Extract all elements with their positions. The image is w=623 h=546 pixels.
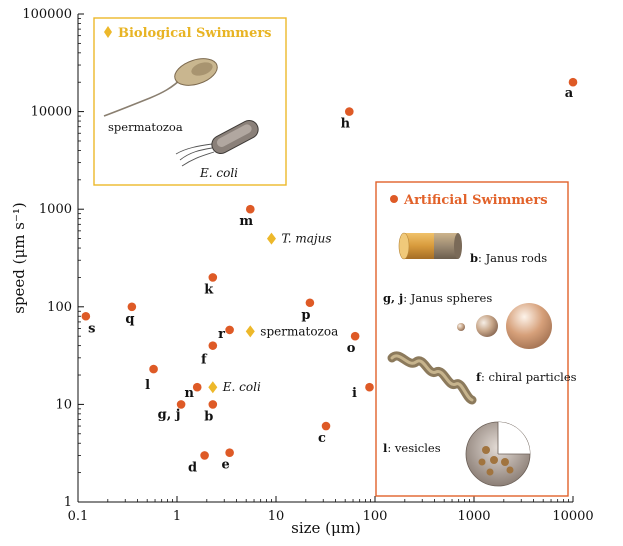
legend-art-item-f: f: chiral particles [476,370,577,384]
x-tick-label: 10 [268,509,285,524]
point-n [192,382,202,392]
point-label-o: o [347,341,356,356]
y-tick-label: 100000 [22,7,72,22]
point-g-j [176,400,186,409]
legend-bio-diamond [104,26,112,38]
point-c [321,421,331,431]
point-q [127,302,137,312]
x-tick-label: 100 [363,509,388,524]
point-b [208,400,218,409]
legend-art-circle [390,195,398,203]
y-tick-label: 100 [47,300,72,315]
y-tick-label: 10 [55,397,72,412]
point-m [245,204,255,214]
point-s [81,311,91,321]
point-label-i: i [352,386,357,401]
point-label-m: m [239,214,253,229]
x-tick-label: 10000 [552,509,593,524]
point-e [225,448,234,457]
legend-art-item-gj: g, j: Janus spheres [383,291,492,305]
legend-art-item-l: l: vesicles [383,441,441,455]
bio-point-label-t-majus: T. majus [281,232,331,246]
vesicle-illustration [465,421,531,487]
chiral-particle-illustration [387,351,477,405]
point-label-k: k [204,282,214,297]
spermatozoa-illustration [103,58,218,117]
y-tick-label: 1 [64,495,72,510]
point-f [208,341,218,350]
point-label-d: d [188,460,197,475]
point-p [305,298,315,308]
plot-frame [77,14,573,503]
x-tick-label: 0.1 [68,509,89,524]
point-label-b: b [204,409,213,424]
point-label-h: h [341,117,351,132]
point-l [149,364,158,374]
point-label-n: n [184,386,194,401]
legend-art-item-b: b: Janus rods [470,251,547,265]
bio-point-label-spermatozoa: spermatozoa [260,324,338,338]
point-label-g-j: g, j [158,407,181,422]
y-tick-label: 1000 [39,202,72,217]
x-tick-label: 1000 [457,509,490,524]
point-label-q: q [125,312,134,327]
legend-artificial: Artificial Swimmers b: Janus rods g, j: … [375,181,577,497]
point-label-p: p [301,308,310,323]
janus-spheres-illustration [457,303,552,349]
x-tick-label: 1 [173,509,181,524]
point-label-f: f [201,353,208,368]
y-tick-label: 10000 [31,105,72,120]
point-label-l: l [145,378,150,393]
bio-point-e-coli [208,381,218,394]
point-a [568,77,578,87]
ecoli-illustration [175,119,259,167]
point-k [208,273,218,282]
y-axis-label: speed (μm s⁻¹) [10,202,28,314]
janus-rod-illustration [398,232,462,260]
point-o [350,331,360,341]
x-axis-label: size (μm) [291,519,361,537]
point-i [365,382,374,392]
point-label-a: a [565,86,574,101]
data-points: a h m k q s p r o f l n i g, j b c d e T. majus spermatozoa… [81,77,578,475]
point-label-e: e [221,458,229,473]
point-r [225,325,234,335]
point-h [344,107,354,116]
bio-point-spermatozoa [245,325,255,338]
point-label-c: c [318,431,326,446]
bio-point-t-majus [266,232,276,245]
legend-bio-ecoli: E. coli [199,166,238,180]
legend-bio-spermatozoa: spermatozoa [108,120,183,134]
legend-biological: Biological Swimmers spermatozoa E. coli [93,17,287,186]
bio-point-label-e-coli: E. coli [222,380,261,394]
point-label-r: r [218,327,225,342]
legend-bio-title: Biological Swimmers [118,26,272,41]
point-d [200,451,209,460]
point-label-s: s [88,321,95,336]
legend-art-title: Artificial Swimmers [403,193,548,208]
